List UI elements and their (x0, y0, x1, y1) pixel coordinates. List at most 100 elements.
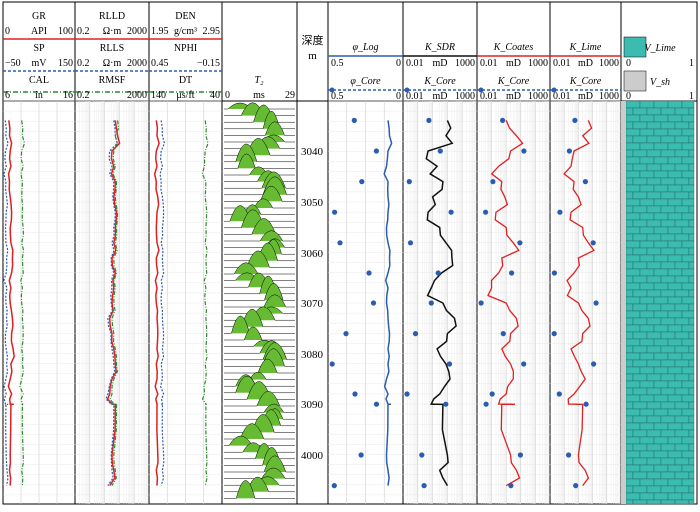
curve-min-K_Coates: 0.01 (480, 58, 498, 69)
lime-brick (632, 107, 648, 116)
lime-brick (681, 156, 695, 165)
lime-brick (639, 324, 655, 333)
lime-brick (688, 121, 695, 130)
curve-min-T2: 0 (225, 90, 230, 101)
lime-brick (646, 289, 662, 298)
lime-brick (646, 443, 662, 452)
lime-brick (688, 163, 695, 172)
lime-brick (674, 289, 690, 298)
lime-brick (632, 415, 648, 424)
lime-brick (681, 254, 695, 263)
lime-brick (653, 142, 669, 151)
lime-brick (639, 254, 655, 263)
depth-tick-label: 4000 (301, 450, 324, 462)
T2-spectrum (224, 272, 295, 288)
lime-brick (688, 261, 695, 270)
curve-DEN (153, 120, 160, 486)
lime-brick (674, 247, 690, 256)
lime-brick (681, 338, 695, 347)
lime-brick (660, 317, 676, 326)
curve-name-Vsh: V_sh (650, 77, 670, 88)
lime-brick (681, 408, 695, 417)
lime-brick (653, 394, 669, 403)
lime-brick (674, 373, 690, 382)
core-point (331, 483, 337, 489)
T2-spectrum (224, 339, 295, 347)
lime-brick (660, 345, 676, 354)
lime-brick (674, 261, 690, 270)
lime-brick (681, 366, 695, 375)
lime-brick (688, 149, 695, 158)
lime-brick (660, 387, 676, 396)
lime-brick (667, 128, 683, 137)
core-point (551, 331, 557, 337)
core-point (557, 209, 563, 215)
lime-brick (639, 184, 655, 193)
T2-spectrum (224, 166, 295, 176)
core-point (332, 209, 338, 215)
lime-brick (674, 317, 690, 326)
T2-spectrum (224, 476, 295, 493)
lime-brick (681, 380, 695, 389)
lime-brick (681, 310, 695, 319)
lime-brick (625, 156, 641, 165)
curve-name-DEN: DEN (175, 11, 196, 22)
lime-brick (660, 247, 676, 256)
curve-unit-K_Coates: mD (506, 58, 521, 69)
lime-brick (646, 149, 662, 158)
lime-brick (646, 429, 662, 438)
lime-brick (653, 338, 669, 347)
lime-brick (660, 457, 676, 466)
lime-brick (639, 338, 655, 347)
lime-brick (646, 261, 662, 270)
lime-brick (674, 219, 690, 228)
lime-brick (625, 128, 641, 137)
lime-brick (646, 471, 662, 480)
core-point (500, 117, 506, 123)
lime-brick (674, 443, 690, 452)
lime-brick (674, 415, 690, 424)
lime-brick (667, 100, 683, 109)
core-point (446, 361, 453, 367)
lime-brick (681, 198, 695, 207)
lime-brick (660, 191, 676, 200)
lime-brick (667, 254, 683, 263)
lime-brick (653, 296, 669, 305)
lime-brick (667, 408, 683, 417)
lime-brick (625, 226, 641, 235)
lime-brick (667, 436, 683, 445)
lime-brick (646, 499, 662, 505)
curve-max-K_Lime: 1000 (599, 58, 619, 69)
lime-brick (625, 275, 634, 284)
curve-RMSF (109, 120, 120, 486)
lime-brick (681, 282, 695, 291)
depth-tick-label: 3060 (301, 248, 324, 260)
depth-tick-label: 3090 (301, 399, 324, 411)
curve-min-NPHI: 0.45 (151, 58, 169, 69)
lime-brick (681, 128, 695, 137)
core-point (478, 300, 484, 306)
lime-brick (688, 107, 695, 116)
lime-swatch (623, 36, 647, 58)
lime-brick (625, 100, 641, 109)
lime-brick (681, 184, 695, 193)
lime-brick (639, 366, 655, 375)
lime-brick (646, 317, 662, 326)
lime-brick (667, 464, 683, 473)
lime-brick (625, 373, 634, 382)
lime-brick (653, 268, 669, 277)
T2-spectrum (224, 390, 295, 407)
curve-SP (3, 120, 9, 486)
lime-brick (681, 226, 695, 235)
curve-name-K_SDR: K_SDR (424, 42, 455, 53)
core-point (572, 117, 578, 123)
lime-brick (681, 114, 695, 123)
lime-brick (667, 394, 683, 403)
curve-min-K_SDR: 0.01 (406, 58, 424, 69)
curve-name-RMSF: RMSF (99, 75, 126, 86)
lime-brick (660, 359, 676, 368)
lime-brick (639, 352, 655, 361)
lime-brick (646, 135, 662, 144)
core-point (448, 209, 454, 215)
